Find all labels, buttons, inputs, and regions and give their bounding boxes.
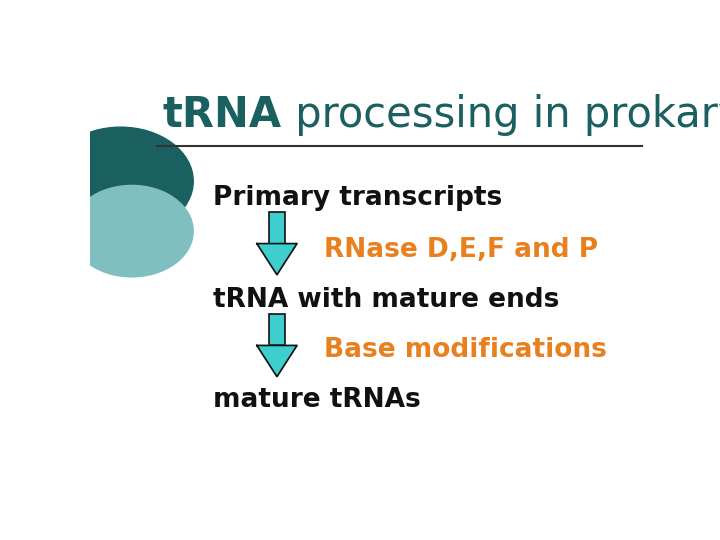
Polygon shape <box>257 346 297 377</box>
Bar <box>269 212 285 244</box>
Text: processing in prokaryotes: processing in prokaryotes <box>282 94 720 136</box>
Text: tRNA with mature ends: tRNA with mature ends <box>213 287 559 313</box>
Text: RNase D,E,F and P: RNase D,E,F and P <box>324 237 598 263</box>
Text: Base modifications: Base modifications <box>324 336 607 363</box>
Circle shape <box>48 127 193 235</box>
Polygon shape <box>257 244 297 275</box>
Text: mature tRNAs: mature tRNAs <box>213 387 420 413</box>
Circle shape <box>71 185 193 277</box>
Text: tRNA: tRNA <box>163 94 282 136</box>
Text: Primary transcripts: Primary transcripts <box>213 185 502 211</box>
Bar <box>269 314 285 346</box>
